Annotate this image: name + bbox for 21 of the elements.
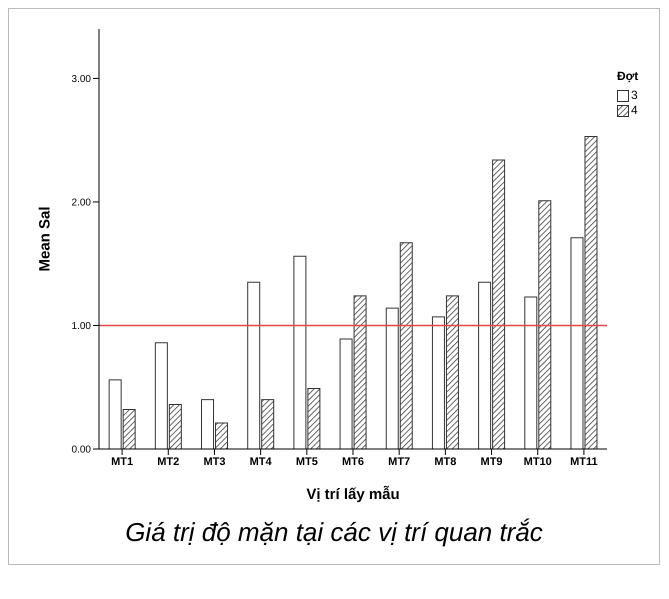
x-tick-label: MT10 <box>524 456 552 468</box>
y-tick-label: 3.00 <box>72 74 92 85</box>
x-tick-label: MT6 <box>342 456 364 468</box>
x-tick-label: MT4 <box>250 456 273 468</box>
legend-title: Đợt <box>617 69 640 84</box>
x-tick-label: MT9 <box>480 456 503 468</box>
x-tick-label: MT8 <box>434 456 456 468</box>
y-tick-label: 0.00 <box>72 444 92 456</box>
y-tick-label: 1.00 <box>72 321 92 332</box>
legend-label: 4 <box>631 103 638 118</box>
x-tick-label: MT1 <box>111 456 134 468</box>
x-tick-label: MT2 <box>157 456 180 468</box>
x-tick-label: MT3 <box>203 456 226 468</box>
x-axis-title: Vị trí lấy mẫu <box>306 485 400 503</box>
x-tick-label: MT7 <box>388 456 410 468</box>
x-tick-label: MT11 <box>570 456 598 468</box>
text: Giá trị độ mặn tại các vị trí quan trắc <box>124 516 544 549</box>
y-tick-label: 2.00 <box>72 197 92 208</box>
x-tick-label: MT5 <box>296 456 318 468</box>
y-axis-title: Mean Sal <box>36 206 54 272</box>
legend-label: 3 <box>631 88 638 103</box>
